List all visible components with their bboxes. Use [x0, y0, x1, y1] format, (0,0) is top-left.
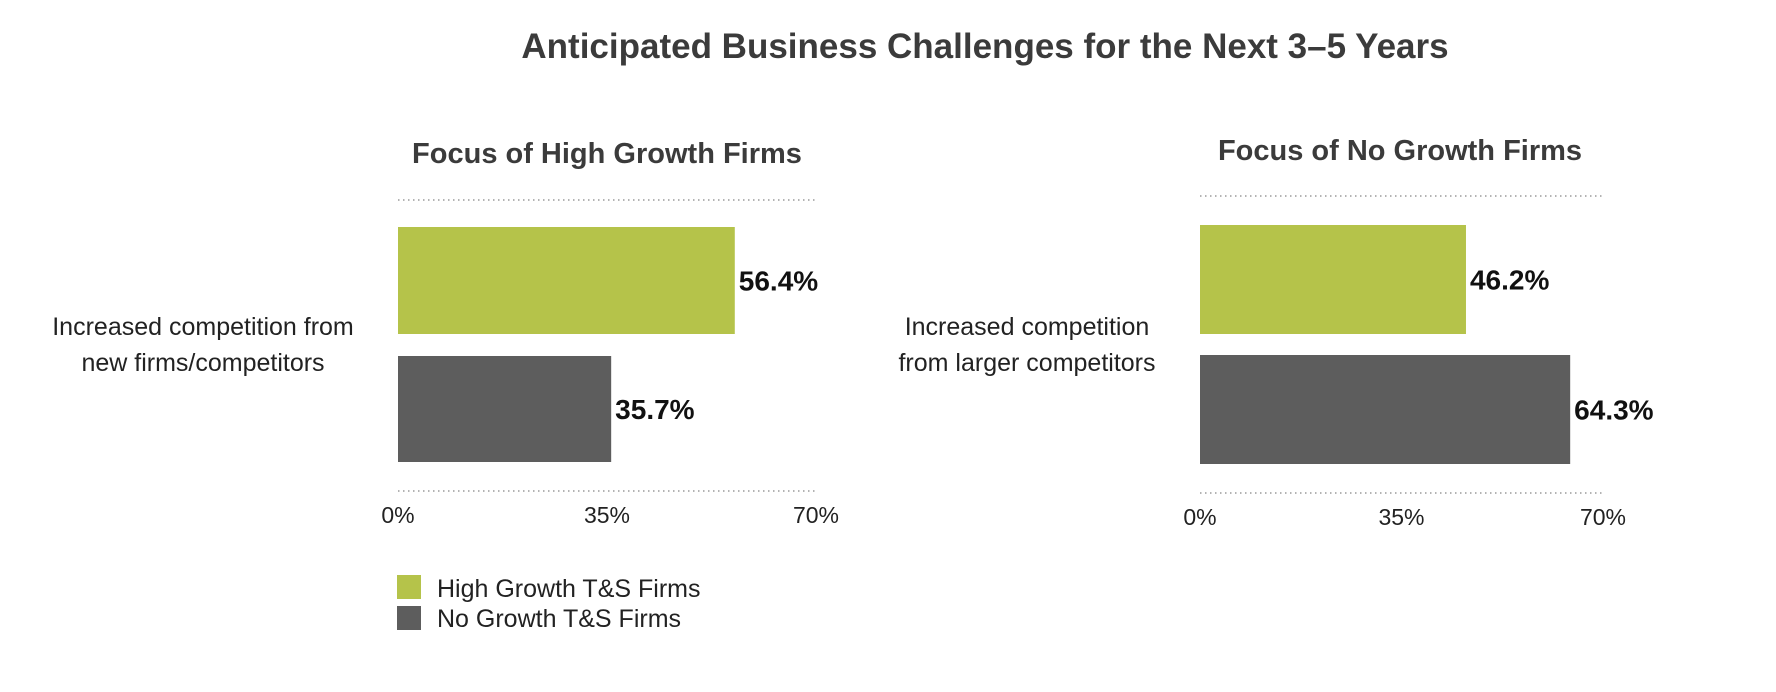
legend-swatch: [397, 575, 421, 599]
tick-label: 35%: [584, 502, 630, 528]
data-label: 64.3%: [1574, 395, 1653, 426]
panel-subtitle: Focus of No Growth Firms: [1218, 135, 1582, 167]
tick-label: 0%: [381, 502, 414, 528]
legend-label: High Growth T&S Firms: [437, 575, 700, 603]
bar: [398, 356, 612, 462]
tick-label: 70%: [793, 502, 839, 528]
panel-subtitle: Focus of High Growth Firms: [412, 138, 802, 170]
category-label: Increased competition: [905, 313, 1150, 341]
bar: [1200, 225, 1466, 334]
legend-swatch: [397, 606, 421, 630]
category-label: Increased competition from: [52, 313, 354, 341]
data-label: 56.4%: [739, 266, 818, 297]
data-label: 35.7%: [615, 394, 694, 425]
bar: [1200, 355, 1571, 464]
tick-label: 0%: [1183, 504, 1216, 530]
chart-title: Anticipated Business Challenges for the …: [521, 27, 1448, 66]
category-label: from larger competitors: [898, 349, 1155, 377]
legend-label: No Growth T&S Firms: [437, 605, 681, 633]
tick-label: 35%: [1378, 504, 1424, 530]
tick-label: 70%: [1580, 504, 1626, 530]
chart-panels: Focus of High Growth Firms Increased comp…: [52, 135, 1653, 530]
data-label: 46.2%: [1470, 265, 1549, 296]
category-label: new firms/competitors: [81, 349, 324, 377]
chart-panel-1: Focus of High Growth Firms Increased comp…: [52, 138, 839, 528]
bar: [398, 227, 735, 334]
chart-panel-2: Focus of No Growth Firms Increased compet…: [898, 135, 1653, 530]
